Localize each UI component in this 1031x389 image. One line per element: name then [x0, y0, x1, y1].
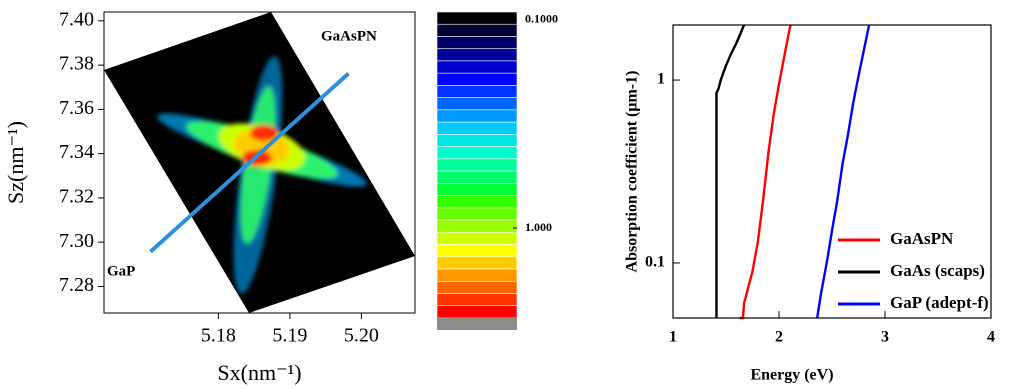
- plot-frame: [103, 11, 416, 314]
- colorbar-band: [436, 85, 518, 98]
- x-tick-label: 1: [669, 329, 677, 346]
- y-tick-label: 7.30: [59, 230, 94, 252]
- colorbar-band: [436, 232, 518, 245]
- colorbar-band: [436, 48, 518, 62]
- y-axis-label: Sz(nm⁻¹): [3, 121, 28, 204]
- x-tick-label: 5.19: [272, 325, 307, 347]
- colorbar-band: [436, 280, 518, 294]
- arrow: [149, 72, 350, 254]
- colorbar-band: [436, 121, 518, 135]
- y-tick-label: 7.28: [59, 274, 94, 296]
- colorbar-band: [436, 134, 518, 147]
- x-tick-label: 5.20: [344, 325, 379, 347]
- legend-label: GaAsPN: [890, 229, 954, 248]
- x-tick-label: 4: [987, 329, 995, 346]
- series-line: [815, 24, 871, 319]
- x-tick-label: 3: [881, 329, 889, 346]
- y-tick-label: 7.32: [59, 186, 94, 208]
- colorbar-band: [436, 23, 518, 37]
- y-axis-label: Absorption coefficient (μm-1): [624, 71, 641, 273]
- colorbar-tick-label: 0.1000: [525, 11, 558, 25]
- colorbar-band: [436, 256, 518, 270]
- y-tick-label: 7.36: [59, 97, 94, 119]
- series-line: [739, 24, 792, 320]
- colorbar-band: [436, 183, 518, 196]
- colorbar-band: [436, 158, 518, 172]
- x-tick-label: 5.18: [201, 325, 236, 347]
- colorbar-band: [436, 244, 518, 258]
- x-axis-label: Sx(nm⁻¹): [217, 360, 301, 385]
- colorbar-band: [436, 170, 518, 184]
- colorbar-band: [436, 268, 518, 282]
- annotation: GaP: [107, 263, 135, 279]
- legend-label: GaP (adept-f): [890, 293, 989, 312]
- colorbar-band: [436, 207, 518, 221]
- colorbar-band: [436, 60, 518, 74]
- colorbar-band: [436, 109, 518, 123]
- colorbar-under: [437, 318, 517, 330]
- plot-frame: [672, 24, 992, 319]
- colorbar-band: [436, 195, 518, 209]
- colorbar-band: [436, 36, 518, 50]
- x-axis-label: Energy (eV): [750, 367, 833, 384]
- y-tick-label: 0.1: [645, 254, 665, 271]
- y-tick-label: 7.38: [59, 53, 94, 75]
- y-tick-label: 7.40: [59, 8, 94, 30]
- peak: [250, 125, 278, 141]
- map-background: [104, 12, 415, 313]
- colorbar-band: [436, 219, 518, 233]
- y-tick-label: 7.34: [59, 141, 94, 163]
- y-tick-label: 1: [657, 71, 665, 88]
- colorbar-band: [436, 146, 518, 160]
- colorbar-band: [436, 11, 518, 25]
- annotation: GaAsPN: [321, 28, 377, 44]
- colorbar-band: [436, 305, 518, 319]
- x-tick-label: 2: [775, 329, 783, 346]
- colorbar-band: [436, 72, 518, 86]
- series-line: [715, 24, 746, 318]
- colorbar-band: [436, 293, 518, 307]
- legend-label: GaAs (scaps): [890, 261, 985, 280]
- colorbar-tick-label: 1.000: [525, 220, 552, 234]
- colorbar-band: [436, 97, 518, 111]
